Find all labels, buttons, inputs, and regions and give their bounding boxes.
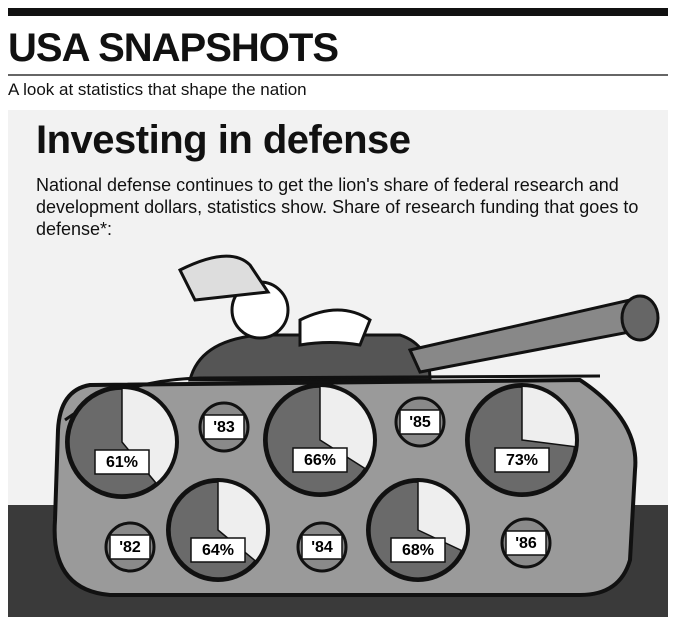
header-subtitle: A look at statistics that shape the nati… — [8, 80, 307, 100]
value-label: 64% — [202, 542, 234, 559]
header-title: USA SNAPSHOTS — [8, 26, 338, 71]
category-label: '83 — [213, 419, 235, 436]
category-label: '82 — [119, 539, 141, 556]
muzzle — [622, 296, 658, 340]
chart-title: Investing in defense — [36, 118, 411, 163]
category-label: '86 — [515, 535, 537, 552]
page: 61% '82 64% '83 66% '84 68% '85 73% '86 USA SNAPS… — [0, 0, 675, 617]
category-label: '84 — [311, 539, 333, 556]
value-label: 68% — [402, 542, 434, 559]
value-label: 61% — [106, 454, 138, 471]
value-label: 73% — [506, 452, 538, 469]
chart-subtitle: National defense continues to get the li… — [36, 174, 656, 240]
figure-arm — [300, 310, 370, 345]
value-label: 66% — [304, 452, 336, 469]
category-label: '85 — [409, 414, 431, 431]
top-rule — [8, 8, 668, 16]
